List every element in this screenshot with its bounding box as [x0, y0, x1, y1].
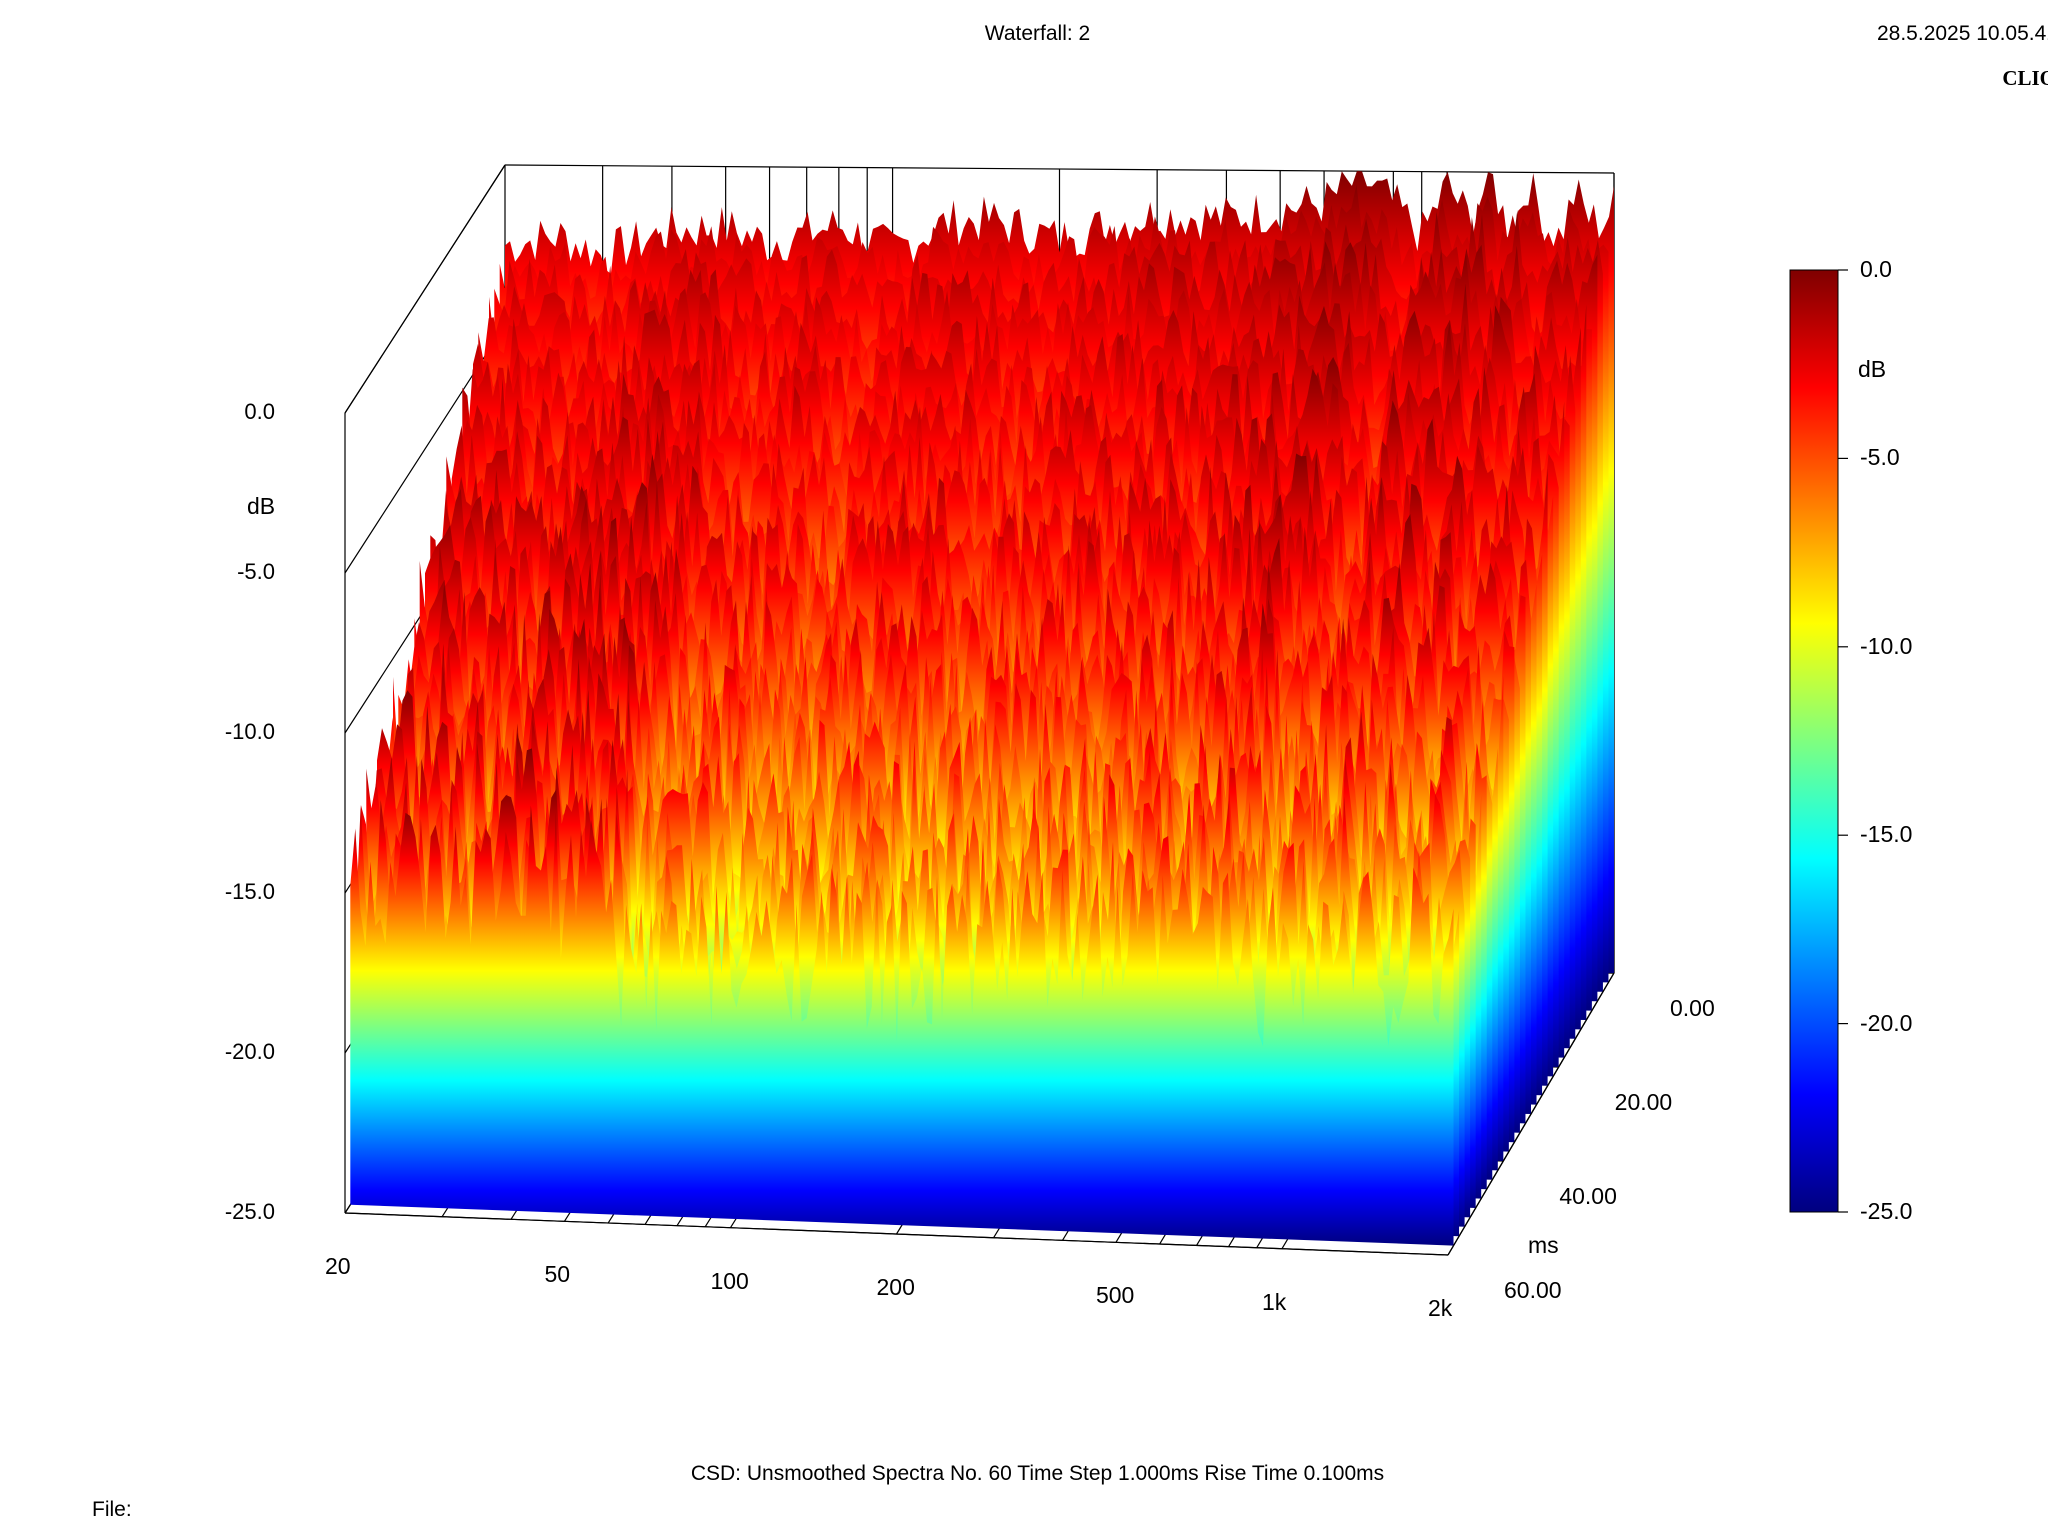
time-tick-label: 0.00 [1670, 995, 1715, 1021]
colorbar-tick-marks [1838, 269, 1848, 1213]
back-wall-db-line [504, 164, 1615, 174]
y-tick-label: -25.0 [224, 1199, 275, 1224]
colorbar-tick-label: -10.0 [1860, 632, 1913, 659]
waterfall-slice [350, 805, 1454, 1246]
x-tick-label: 100 [710, 1267, 749, 1294]
y-tick-label: -15.0 [224, 879, 275, 904]
x-tick-label: 20 [325, 1253, 351, 1279]
timestamp: 28.5.2025 10.05.41 [1876, 22, 2048, 45]
time-tick-label: 40.00 [1559, 1183, 1617, 1209]
x-tick-label: 500 [1095, 1282, 1135, 1309]
front-floor-edge [344, 1212, 1449, 1256]
chart-title: Waterfall: 2 [984, 22, 1091, 45]
time-axis-unit: ms [1528, 1232, 1559, 1258]
x-tick-label: 200 [876, 1274, 915, 1300]
x-tick-label: 2k [1428, 1295, 1453, 1321]
measurement-info: CSD: Unsmoothed Spectra No. 60 Time Step… [690, 1462, 1385, 1485]
colorbar-tick-label: -25.0 [1860, 1198, 1913, 1224]
time-tick-label: 60.00 [1504, 1277, 1562, 1303]
colorbar-tick-label: 0.0 [1860, 256, 1892, 282]
colorbar-tick-label: -15.0 [1860, 821, 1913, 848]
y-axis-unit: dB [247, 493, 276, 519]
left-top-edge [344, 164, 506, 414]
right-floor-edge [1447, 972, 1615, 1256]
file-label: File: [92, 1498, 132, 1521]
frame-lines [344, 972, 1615, 1256]
colorbar [1789, 269, 1839, 1213]
y-tick-label: 0.0 [244, 399, 275, 424]
brand-logo: CLIO [2002, 66, 2048, 90]
time-tick-label: 20.00 [1614, 1089, 1673, 1115]
waterfall-slices [350, 171, 1614, 1246]
x-tick-label: 50 [544, 1261, 571, 1288]
x-tick-label: 1k [1261, 1288, 1287, 1315]
y-tick-label: -5.0 [237, 559, 275, 584]
y-tick-label: -20.0 [224, 1039, 275, 1064]
colorbar-tick-label: -5.0 [1860, 444, 1900, 471]
colorbar-unit: dB [1858, 356, 1887, 382]
y-tick-label: -10.0 [224, 719, 275, 744]
colorbar-tick-label: -20.0 [1860, 1009, 1913, 1036]
